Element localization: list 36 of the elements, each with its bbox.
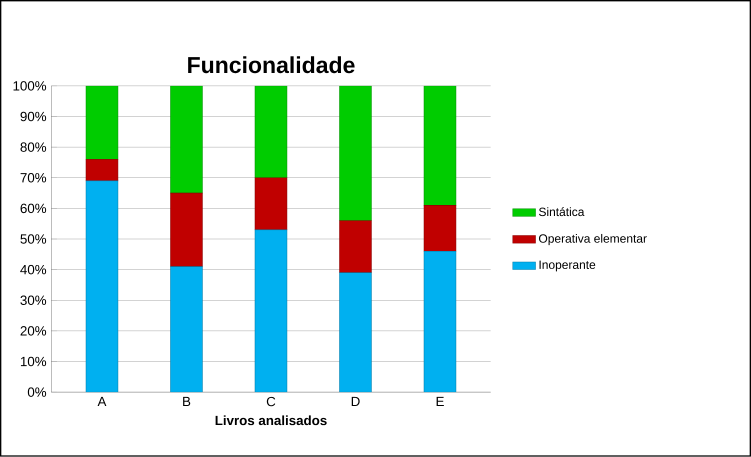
legend-label: Sintática bbox=[538, 207, 584, 216]
bar bbox=[86, 159, 118, 182]
y-tick-label: 30% bbox=[20, 296, 46, 306]
x-tick-label: A bbox=[98, 396, 106, 406]
bar bbox=[170, 192, 203, 267]
bar bbox=[86, 180, 118, 392]
bar bbox=[254, 230, 288, 392]
y-tick-label: 40% bbox=[20, 265, 46, 274]
bar bbox=[170, 86, 203, 194]
y-tick-label: 20% bbox=[20, 326, 46, 336]
bar bbox=[424, 251, 456, 392]
y-tick-label: 50% bbox=[20, 234, 46, 244]
y-tick-label: 10% bbox=[20, 356, 46, 366]
chart-title: Funcionalidade bbox=[188, 56, 355, 74]
y-tick-label: 80% bbox=[20, 142, 46, 152]
y-tick-label: 0% bbox=[28, 388, 46, 397]
y-tick-label: 90% bbox=[20, 112, 46, 122]
bar bbox=[424, 205, 456, 252]
bar bbox=[339, 220, 372, 274]
bar bbox=[339, 86, 372, 222]
bar bbox=[424, 86, 456, 206]
y-tick-label: 100% bbox=[14, 81, 46, 91]
legend-label: Operativa elementar bbox=[539, 234, 647, 246]
x-tick-label: B bbox=[183, 396, 190, 406]
x-tick-label: C bbox=[266, 396, 276, 406]
bar bbox=[170, 266, 203, 392]
legend-label: Inoperante bbox=[540, 260, 596, 272]
x-tick-label: E bbox=[436, 396, 444, 406]
x-axis-title: Livros analisados bbox=[216, 416, 327, 426]
bar bbox=[339, 272, 372, 392]
y-tick-label: 60% bbox=[20, 204, 46, 214]
y-tick-label: 70% bbox=[20, 173, 46, 183]
bar bbox=[254, 86, 288, 178]
bar bbox=[86, 86, 118, 160]
bar bbox=[254, 178, 288, 230]
x-tick-label: D bbox=[352, 396, 360, 406]
